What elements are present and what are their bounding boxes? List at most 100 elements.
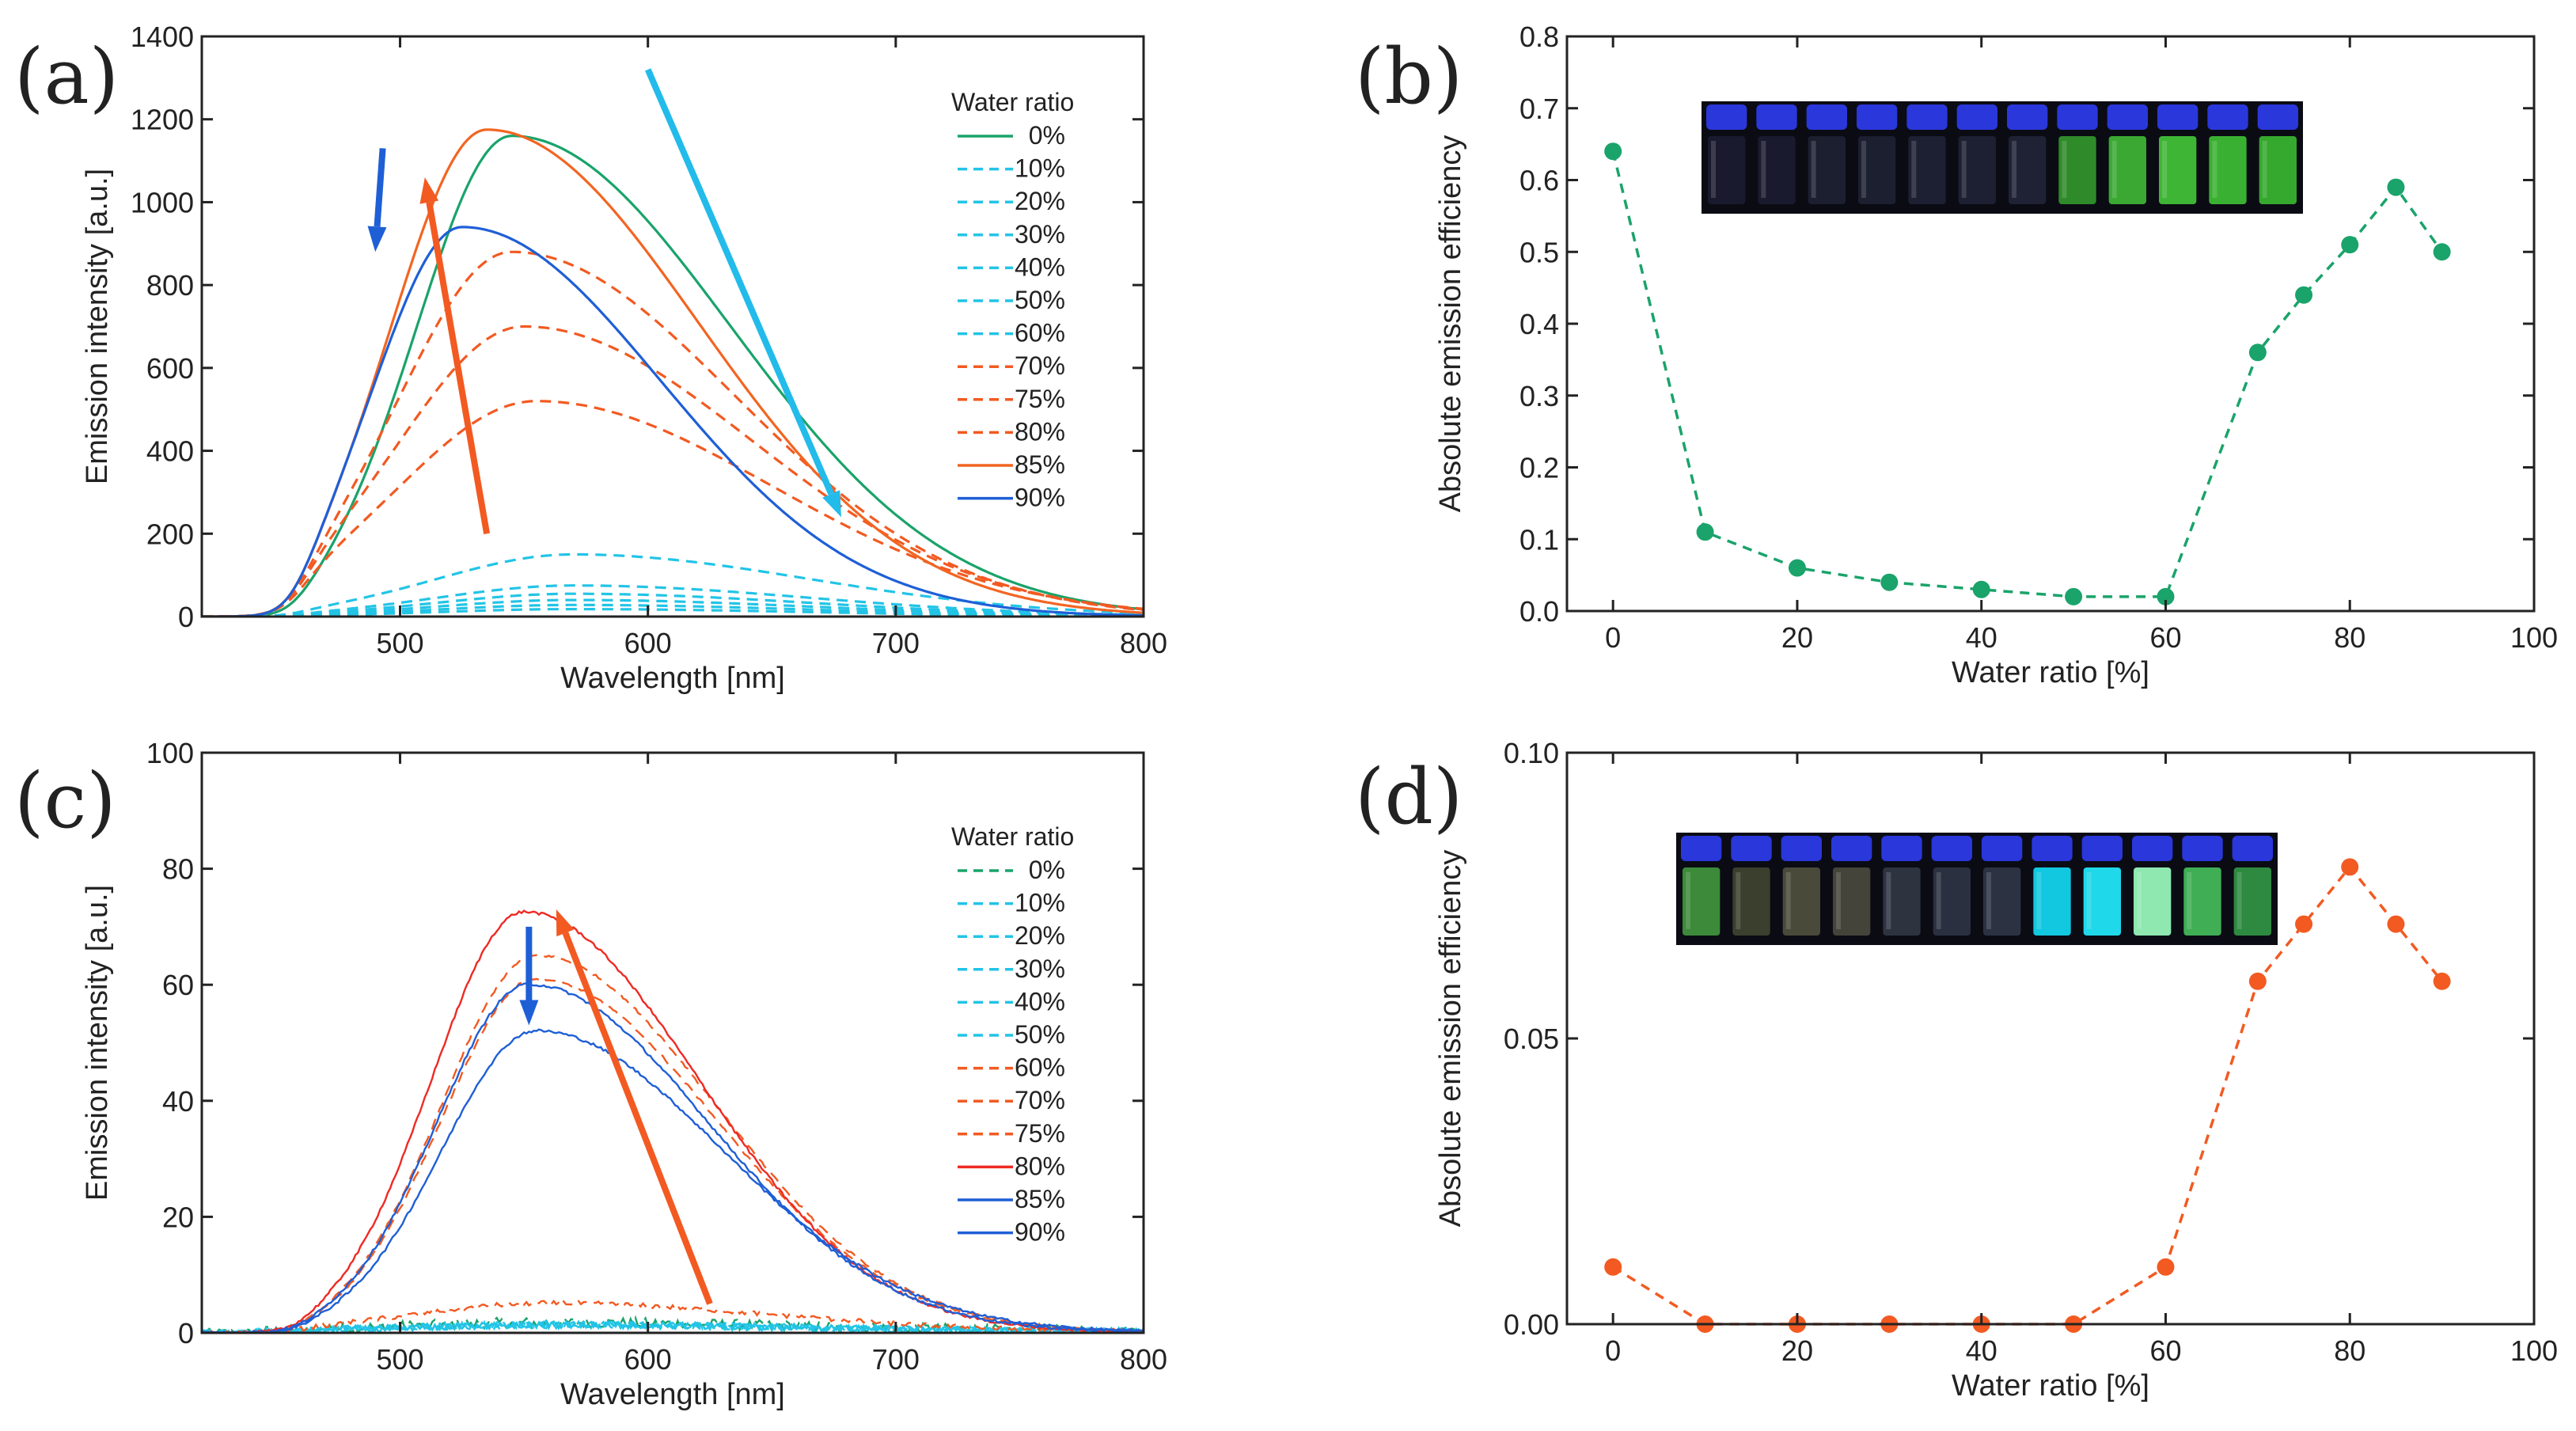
legend-entry: 40%	[1015, 252, 1065, 281]
axes-b: 0 20 40 60 80 100 0.0 0.1 0.2 0.3 0.4 0.5 0.6 0.7 0.8 W…	[1434, 21, 2558, 689]
vial-body	[1782, 867, 1820, 936]
x-axis-label: Water ratio [%]	[1952, 1369, 2149, 1403]
plot-area-b	[1604, 142, 2451, 605]
y-tick-label: 600	[146, 352, 194, 385]
vial-glint	[2111, 141, 2117, 198]
trend-arrow-head	[519, 1000, 539, 1026]
plot-area-a	[202, 68, 1144, 617]
legend-entry: 60%	[1015, 319, 1065, 347]
vial-cap	[1881, 836, 1922, 861]
y-tick-label: 0.0	[1519, 595, 1559, 628]
vial-glint	[2086, 872, 2092, 929]
vial-body	[1683, 867, 1720, 936]
legend-entry: 10%	[1015, 889, 1065, 917]
y-tick-label: 20	[162, 1201, 194, 1233]
legend-entry: 20%	[1015, 921, 1065, 950]
data-point	[2248, 344, 2267, 362]
trend-arrow-head	[419, 177, 439, 204]
panel-a: (a) 500 600 700 800 0 200 400 600 800 1000 1200 140…	[14, 21, 1167, 695]
vial-cap	[1781, 836, 1822, 861]
vial-cap	[1857, 104, 1898, 130]
axes-c: 500 600 700 800 0 20 40 60 80 100 Wavelength [nm] E…	[81, 737, 1167, 1411]
vial-cap	[2007, 104, 2048, 130]
vial-glint	[2236, 872, 2242, 929]
x-tick-label: 20	[1781, 1334, 1813, 1367]
y-tick-label: 40	[162, 1085, 194, 1118]
legend-title: Water ratio	[951, 822, 1074, 851]
x-tick-label: 60	[2149, 621, 2181, 654]
vial-body	[2233, 867, 2271, 936]
legend-entry: 75%	[1015, 1119, 1065, 1148]
legend-entry: 90%	[1015, 1218, 1065, 1247]
trend-arrow-shaft	[374, 148, 386, 227]
plot-frame	[200, 35, 1145, 618]
vial-body	[1908, 136, 1946, 204]
y-axis-label: Emission intensity [a.u.]	[81, 169, 114, 484]
panel-d: (d) 0 20 40 60 80 100 0.00 0.05 0.10 Water ratio …	[1355, 737, 2558, 1403]
vial-glint	[1936, 872, 1941, 929]
y-tick-label: 80	[162, 853, 194, 886]
x-tick-label: 800	[1120, 1343, 1167, 1376]
y-axis-label: Emission intensity [a.u.]	[81, 885, 114, 1201]
series-line-80pct	[202, 400, 1144, 617]
vial-glint	[1886, 872, 1891, 929]
legend-title: Water ratio	[951, 88, 1074, 116]
y-tick-label: 0.4	[1519, 308, 1559, 340]
series-line-0pct	[202, 135, 1144, 617]
x-tick-label: 100	[2510, 621, 2558, 654]
legend-entry: 70%	[1015, 1086, 1065, 1114]
series-line-10pct	[202, 552, 1144, 617]
legend-entry: 20%	[1015, 187, 1065, 215]
inset-photo-d	[1676, 833, 2278, 945]
legend-a: Water ratio 0% 10% 20% 30% 40% 50% 60% 70% 75% 80%…	[951, 88, 1074, 512]
series-line-50pct	[202, 1319, 1144, 1333]
panel-b: (b) 0 20 40 60 80 100 0.0 0.1 0.2 0.3 0.4 0.5 0.6 0.7…	[1355, 21, 2558, 689]
vial-body	[2009, 136, 2047, 204]
trend-arrows	[367, 68, 841, 534]
vial-body	[1958, 136, 1996, 204]
vial-glint	[2012, 141, 2016, 198]
data-point	[2341, 858, 2359, 876]
series-line-90pct	[202, 1028, 1144, 1333]
legend-entry: 75%	[1015, 385, 1065, 413]
legend-entry: 30%	[1015, 220, 1065, 249]
legend-entry: 90%	[1015, 484, 1065, 512]
x-tick-label: 500	[376, 1343, 423, 1376]
y-tick-label: 800	[146, 269, 194, 302]
panel-label-a: (a)	[14, 32, 119, 121]
vial-glint	[1861, 141, 1866, 198]
x-tick-label: 40	[1966, 1334, 1997, 1367]
data-point	[2341, 236, 2359, 254]
vial-body	[1708, 136, 1746, 204]
data-point	[2387, 915, 2405, 933]
legend-entry: 85%	[1015, 1185, 1065, 1213]
data-point	[2248, 972, 2267, 990]
y-tick-label: 200	[146, 518, 194, 550]
legend-entry: 10%	[1015, 154, 1065, 183]
vial-cap	[2157, 104, 2199, 130]
series-line-75pct	[202, 325, 1144, 617]
vial-cap	[2232, 836, 2273, 861]
vial-glint	[1711, 141, 1716, 198]
vial-cap	[1982, 836, 2023, 861]
x-axis-label: Wavelength [nm]	[560, 662, 785, 695]
plot-frame	[200, 751, 1145, 1334]
y-tick-label: 0.00	[1504, 1308, 1559, 1341]
legend-entry: 80%	[1015, 1152, 1065, 1180]
vial-glint	[2137, 872, 2142, 929]
vial-cap	[2182, 836, 2223, 861]
trend-arrow-shaft	[562, 932, 713, 1305]
legend-entry: 85%	[1015, 450, 1065, 479]
x-tick-label: 20	[1781, 621, 1813, 654]
x-tick-label: 800	[1120, 627, 1167, 659]
y-tick-label: 0.8	[1519, 21, 1559, 53]
y-tick-label: 0.1	[1519, 523, 1559, 556]
x-axis-label: Water ratio [%]	[1952, 656, 2149, 689]
vial-glint	[1736, 872, 1741, 929]
series-line-60pct	[202, 1299, 1144, 1333]
vial-glint	[2036, 872, 2042, 929]
series-line-85pct	[202, 128, 1144, 617]
series-line-60pct	[202, 608, 1144, 617]
y-tick-label: 1200	[131, 104, 194, 136]
x-tick-label: 700	[872, 1343, 920, 1376]
